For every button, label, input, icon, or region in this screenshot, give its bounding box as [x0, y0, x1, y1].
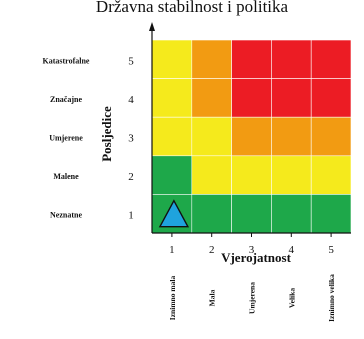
- matrix-cell-c2-p2: [191, 155, 232, 195]
- matrix-cell-c1-p5: [310, 194, 352, 234]
- matrix-cell-c5-p5: [310, 39, 352, 79]
- figure-title: Državna stabilnost i politika: [96, 0, 289, 16]
- risk-marker-triangle-icon: [158, 199, 190, 228]
- matrix-cell-c2-p5: [310, 155, 352, 195]
- matrix-cell-c2-p3: [231, 155, 272, 195]
- x-level-label: Velika: [287, 288, 296, 308]
- y-tick-number: 5: [128, 55, 134, 67]
- matrix-cell-c3-p5: [310, 116, 352, 157]
- matrix-cell-c1-p4: [271, 194, 312, 234]
- matrix-cell-c4-p2: [191, 78, 232, 118]
- matrix-axes: [149, 22, 351, 237]
- matrix-cell-c4-p1: [151, 78, 193, 118]
- x-tick-number: 3: [249, 244, 255, 256]
- matrix-cell-c5-p2: [191, 39, 232, 79]
- y-axis-arrow-icon: [149, 22, 155, 31]
- y-tick-number: 2: [128, 171, 134, 183]
- matrix-cell-c4-p3: [231, 78, 272, 118]
- y-tick-number: 4: [128, 94, 134, 106]
- risk-markers: [158, 199, 190, 228]
- y-level-label: Malene: [53, 172, 79, 181]
- x-level-label: Mala: [208, 289, 217, 306]
- x-axis-title: Vjerojatnost: [221, 250, 291, 265]
- x-tick-number: 1: [169, 244, 175, 256]
- matrix-cell-c4-p5: [310, 78, 352, 118]
- matrix-cell-c3-p1: [151, 116, 193, 157]
- matrix-cell-c2-p4: [271, 155, 312, 195]
- y-axis-labels: Katastrofalne 5 Značajne 4 Umjerene 3 Malene 2 N…: [43, 55, 135, 221]
- y-level-label: Umjerene: [49, 134, 83, 143]
- x-tick-number: 5: [328, 244, 334, 256]
- matrix-cell-c4-p4: [271, 78, 312, 118]
- y-tick-number: 3: [128, 133, 134, 145]
- y-tick-number: 1: [128, 210, 134, 222]
- matrix-cell-c5-p4: [271, 39, 312, 79]
- x-tick-number: 4: [289, 244, 295, 256]
- matrix-cell-c5-p3: [231, 39, 272, 79]
- x-level-label: Iznimno mala: [168, 276, 177, 321]
- matrix-cell-c3-p3: [231, 116, 272, 157]
- x-axis-labels: 1 Iznimno mala 2 Mala 3 Umjerena 4 Velika 5 Iznim…: [168, 244, 336, 322]
- y-level-label: Neznatne: [50, 211, 82, 220]
- y-axis-title: Posljedice: [99, 106, 114, 162]
- matrix-cell-c2-p1: [151, 155, 193, 195]
- matrix-cell-c5-p1: [151, 39, 193, 79]
- matrix-cell-c3-p2: [191, 116, 232, 157]
- matrix-cells: [151, 39, 352, 234]
- matrix-cell-c3-p4: [271, 116, 312, 157]
- y-level-label: Značajne: [50, 95, 82, 104]
- x-level-label: Umjerena: [248, 282, 257, 314]
- matrix-cell-c1-p2: [191, 194, 232, 234]
- x-level-label: Iznimno velika: [327, 274, 336, 322]
- matrix-cell-c1-p3: [231, 194, 272, 234]
- x-tick-number: 2: [209, 244, 215, 256]
- y-level-label: Katastrofalne: [43, 56, 90, 65]
